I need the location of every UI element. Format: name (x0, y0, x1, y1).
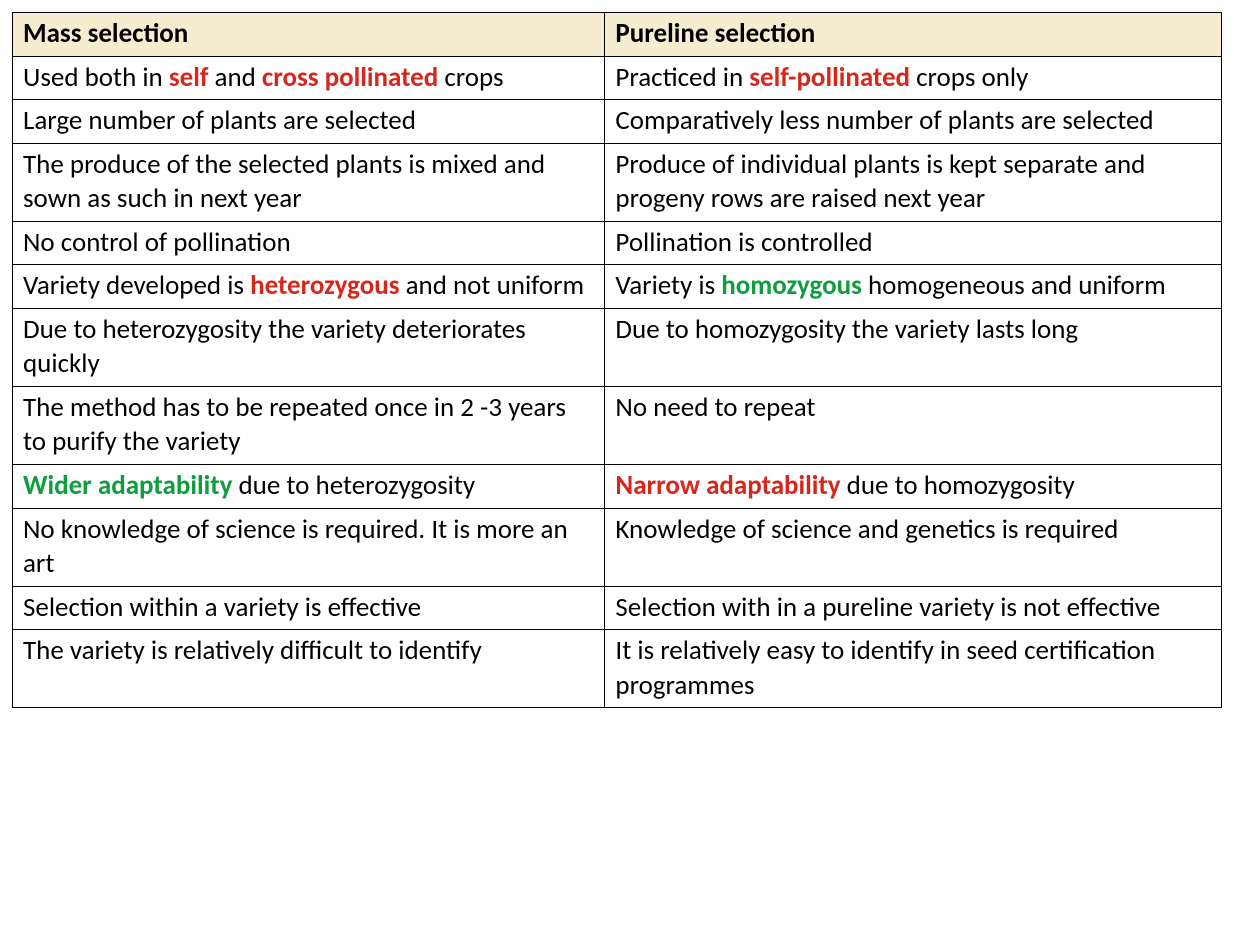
cell-text: The produce of the selected plants is mi… (23, 148, 545, 216)
cell-pureline-selection: Practiced in self-pollinated crops only (605, 56, 1222, 100)
cell-mass-selection: Wider adaptability due to heterozygosity (13, 465, 605, 509)
cell-pureline-selection: Narrow adaptability due to homozygosity (605, 465, 1222, 509)
cell-pureline-selection: Knowledge of science and genetics is req… (605, 508, 1222, 586)
cell-text: Variety is (615, 269, 721, 302)
cell-pureline-selection: Selection with in a pureline variety is … (605, 586, 1222, 630)
cell-text: The variety is relatively difficult to i… (23, 634, 482, 667)
cell-mass-selection: The variety is relatively difficult to i… (13, 630, 605, 708)
highlight-text: Narrow adaptability (615, 469, 840, 502)
table-row: Wider adaptability due to heterozygosity… (13, 465, 1222, 509)
cell-mass-selection: Variety developed is heterozygous and no… (13, 265, 605, 309)
table-row: The produce of the selected plants is mi… (13, 143, 1222, 221)
cell-text: Comparatively less number of plants are … (615, 104, 1153, 137)
highlight-text: heterozygous (250, 269, 399, 302)
cell-text: Selection with in a pureline variety is … (615, 591, 1160, 624)
cell-text: crops only (910, 61, 1028, 94)
table-row: The method has to be repeated once in 2 … (13, 386, 1222, 464)
cell-text: and not uniform (399, 269, 584, 302)
cell-text: Selection within a variety is effective (23, 591, 421, 624)
cell-mass-selection: No control of pollination (13, 221, 605, 265)
cell-pureline-selection: No need to repeat (605, 386, 1222, 464)
cell-text: Large number of plants are selected (23, 104, 416, 137)
highlight-text: Wider adaptability (23, 469, 232, 502)
cell-text: due to heterozygosity (232, 469, 475, 502)
cell-text: Used both in (23, 61, 169, 94)
cell-mass-selection: Used both in self and cross pollinated c… (13, 56, 605, 100)
header-pureline-selection: Pureline selection (605, 13, 1222, 57)
cell-text: Variety developed is (23, 269, 250, 302)
cell-pureline-selection: It is relatively easy to identify in see… (605, 630, 1222, 708)
table-row: Used both in self and cross pollinated c… (13, 56, 1222, 100)
cell-text: No control of pollination (23, 226, 291, 259)
cell-text: homogeneous and uniform (862, 269, 1166, 302)
cell-text: Due to homozygosity the variety lasts lo… (615, 313, 1078, 346)
table-row: The variety is relatively difficult to i… (13, 630, 1222, 708)
table-row: Selection within a variety is effective S… (13, 586, 1222, 630)
highlight-text: cross pollinated (262, 61, 438, 94)
cell-mass-selection: Selection within a variety is effective (13, 586, 605, 630)
cell-text: No knowledge of science is required. It … (23, 513, 568, 581)
table-header-row: Mass selection Pureline selection (13, 13, 1222, 57)
cell-text: Produce of individual plants is kept sep… (615, 148, 1145, 216)
table-row: Large number of plants are selected Compa… (13, 100, 1222, 144)
cell-pureline-selection: Due to homozygosity the variety lasts lo… (605, 308, 1222, 386)
cell-text: and (208, 61, 262, 94)
table-row: Due to heterozygosity the variety deteri… (13, 308, 1222, 386)
cell-text: Knowledge of science and genetics is req… (615, 513, 1118, 546)
cell-text: Due to heterozygosity the variety deteri… (23, 313, 526, 381)
highlight-text: self (169, 61, 209, 94)
cell-pureline-selection: Produce of individual plants is kept sep… (605, 143, 1222, 221)
header-mass-selection: Mass selection (13, 13, 605, 57)
cell-pureline-selection: Pollination is controlled (605, 221, 1222, 265)
cell-mass-selection: Due to heterozygosity the variety deteri… (13, 308, 605, 386)
table-row: No control of pollination Pollination is … (13, 221, 1222, 265)
highlight-text: self-pollinated (749, 61, 910, 94)
highlight-text: homozygous (721, 269, 862, 302)
cell-text: The method has to be repeated once in 2 … (23, 391, 566, 459)
table-row: Variety developed is heterozygous and no… (13, 265, 1222, 309)
cell-mass-selection: Large number of plants are selected (13, 100, 605, 144)
cell-text: Practiced in (615, 61, 749, 94)
cell-text: crops (438, 61, 503, 94)
comparison-table: Mass selection Pureline selection Used b… (12, 12, 1222, 708)
cell-pureline-selection: Comparatively less number of plants are … (605, 100, 1222, 144)
cell-mass-selection: No knowledge of science is required. It … (13, 508, 605, 586)
cell-pureline-selection: Variety is homozygous homogeneous and un… (605, 265, 1222, 309)
cell-mass-selection: The method has to be repeated once in 2 … (13, 386, 605, 464)
cell-text: due to homozygosity (841, 469, 1075, 502)
cell-mass-selection: The produce of the selected plants is mi… (13, 143, 605, 221)
table-row: No knowledge of science is required. It … (13, 508, 1222, 586)
cell-text: Pollination is controlled (615, 226, 872, 259)
cell-text: No need to repeat (615, 391, 815, 424)
cell-text: It is relatively easy to identify in see… (615, 634, 1155, 702)
